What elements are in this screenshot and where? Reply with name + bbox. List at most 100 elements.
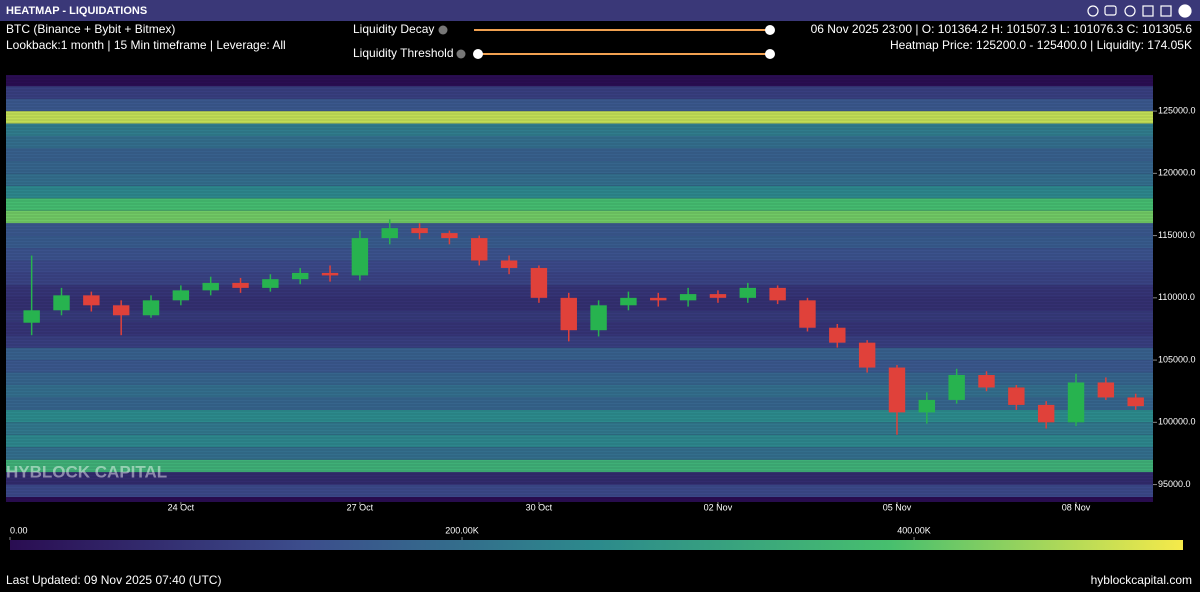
- candle-body: [978, 375, 995, 388]
- heatmap-band: [6, 248, 1153, 261]
- colorbar: [10, 540, 1183, 550]
- heatmap-band: [6, 98, 1153, 112]
- heatmap-band: [6, 235, 1153, 249]
- camera-icon[interactable]: [1104, 5, 1117, 16]
- candle-body: [142, 300, 160, 316]
- ohlc-text: 06 Nov 2025 23:00 | O: 101364.2 H: 10150…: [811, 22, 1193, 36]
- candle-body: [739, 287, 756, 298]
- help-icon[interactable]: [438, 25, 448, 35]
- candle-body: [948, 375, 965, 400]
- candle-body: [172, 290, 190, 301]
- plot: 95000.0 100000.0 105000.0 110000.0 115000.0 1…: [6, 74, 1196, 512]
- candle-body: [232, 282, 249, 288]
- heatmap-band: [6, 434, 1153, 448]
- heatmap-band: [6, 372, 1153, 385]
- heatmap-band: [6, 422, 1153, 435]
- heatmap-band: [6, 210, 1153, 224]
- candle-body: [650, 297, 667, 301]
- heatmap-band: [6, 310, 1153, 323]
- header-icons: [1087, 4, 1192, 18]
- candle-body: [441, 233, 458, 239]
- candle-body: [202, 282, 219, 291]
- candle-body: [829, 327, 846, 343]
- settings-icon[interactable]: [1124, 5, 1136, 17]
- save-icon[interactable]: [1142, 5, 1154, 17]
- x-tick-label: 27 Oct: [347, 502, 374, 512]
- hover-text: Heatmap Price: 125200.0 - 125400.0 | Liq…: [890, 38, 1192, 52]
- settings-text: Lookback:1 month | 15 Min timeframe | Le…: [6, 38, 286, 52]
- expand-icon[interactable]: [1160, 5, 1172, 17]
- colorbar-tick-label: 400.00K: [897, 525, 931, 535]
- candle-body: [1097, 382, 1115, 398]
- candle-body: [769, 287, 786, 301]
- candle-body: [292, 272, 309, 280]
- x-tick-label: 05 Nov: [883, 502, 912, 512]
- x-tick-label: 08 Nov: [1062, 502, 1091, 512]
- candle-body: [83, 295, 100, 306]
- candle-body: [23, 310, 40, 323]
- heatmap-band: [6, 397, 1153, 410]
- heatmap-band: [6, 185, 1153, 199]
- heatmap-band: [6, 335, 1153, 348]
- header-title: HEATMAP - LIQUIDATIONS: [6, 5, 147, 17]
- header-bar: [0, 0, 1200, 21]
- heatmap-band: [6, 160, 1153, 174]
- heatmap-band: [6, 409, 1153, 423]
- candle-body: [1127, 397, 1144, 407]
- candle-body: [620, 297, 637, 306]
- candle-body: [590, 305, 607, 331]
- candle-body: [560, 297, 577, 331]
- candle-body: [1067, 382, 1085, 423]
- heatmap-band: [6, 111, 1153, 124]
- y-tick-label: 110000.0: [1158, 292, 1195, 302]
- symbol-text: BTC (Binance + Bybit + Bitmex): [6, 22, 175, 36]
- heatmap-band: [6, 260, 1153, 273]
- candle-body: [1037, 404, 1055, 423]
- candle-body: [53, 295, 70, 311]
- help-icon[interactable]: [456, 49, 466, 59]
- threshold-label: Liquidity Threshold: [353, 46, 454, 60]
- threshold-slider-knob[interactable]: [765, 49, 775, 59]
- heatmap-band: [6, 136, 1153, 149]
- heatmap-band: [6, 223, 1153, 236]
- candle-body: [351, 238, 369, 276]
- candle-body: [112, 305, 130, 316]
- candle-body: [381, 228, 398, 239]
- threshold-slider-knob[interactable]: [473, 49, 483, 59]
- colorbar-tick-label: 0.00: [10, 525, 28, 535]
- candle-body: [530, 267, 548, 298]
- candle-body: [709, 294, 727, 298]
- y-tick-label: 95000.0: [1158, 479, 1191, 489]
- candle-body: [321, 272, 339, 276]
- y-tick-label: 125000.0: [1158, 105, 1196, 115]
- decay-slider-knob[interactable]: [765, 25, 775, 35]
- y-tick-label: 115000.0: [1158, 230, 1195, 240]
- last-updated: Last Updated: 09 Nov 2025 07:40 (UTC): [6, 573, 221, 587]
- heatmap-band: [6, 384, 1153, 398]
- candle-body: [858, 342, 876, 368]
- x-tick-label: 24 Oct: [168, 502, 195, 512]
- heatmap-band: [6, 198, 1153, 211]
- watermark: HYBLOCK CAPITAL: [6, 462, 167, 481]
- site-link[interactable]: hyblockcapital.com: [1091, 573, 1192, 587]
- candle-body: [500, 260, 518, 268]
- heatmap-band: [6, 297, 1153, 311]
- heatmap-band: [6, 285, 1153, 298]
- heatmap-band: [6, 459, 1153, 473]
- heatmap-band: [6, 148, 1153, 161]
- candle-body: [471, 238, 488, 261]
- y-tick-label: 100000.0: [1158, 417, 1196, 427]
- refresh-icon[interactable]: [1087, 5, 1099, 17]
- close-icon[interactable]: [1178, 4, 1192, 18]
- heatmap-band: [6, 86, 1153, 99]
- candle-body: [411, 228, 428, 234]
- y-tick-label: 120000.0: [1158, 168, 1196, 178]
- x-tick-label: 02 Nov: [704, 502, 733, 512]
- heatmap-band: [6, 472, 1153, 485]
- candle-body: [918, 399, 936, 413]
- heatmap-band: [6, 123, 1153, 136]
- colorbar-tick-label: 200.00K: [445, 525, 479, 535]
- candle-body: [262, 279, 279, 288]
